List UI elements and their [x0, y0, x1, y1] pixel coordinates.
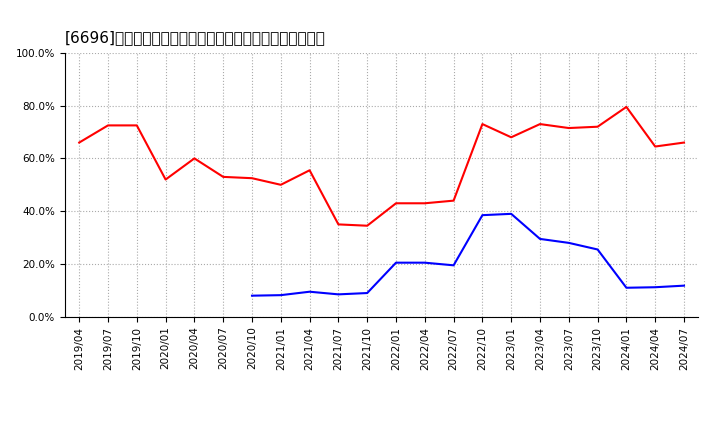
現顔金 [334, 222, 343, 227]
現顔金 [392, 201, 400, 206]
現顔金 [248, 176, 256, 181]
有利子負債 [622, 285, 631, 290]
有利子負債 [420, 260, 429, 265]
現顔金 [536, 121, 544, 127]
有利子負債 [478, 213, 487, 218]
有利子負債 [363, 290, 372, 296]
有利子負債 [536, 236, 544, 242]
有利子負債 [564, 240, 573, 246]
現顔金 [564, 125, 573, 131]
有利子負債 [305, 289, 314, 294]
Text: [6696]　現顔金、有利子負債の総資産に対する比率の推移: [6696] 現顔金、有利子負債の総資産に対する比率の推移 [65, 29, 325, 45]
現顔金 [363, 223, 372, 228]
現顔金 [478, 121, 487, 127]
現顔金 [276, 182, 285, 187]
現顔金 [622, 104, 631, 110]
Line: 有利子負債: 有利子負債 [252, 214, 684, 296]
有利子負債 [334, 292, 343, 297]
有利子負債 [449, 263, 458, 268]
有利子負債 [276, 293, 285, 298]
有利子負債 [593, 247, 602, 252]
現顔金 [680, 140, 688, 145]
現顔金 [104, 123, 112, 128]
現顔金 [449, 198, 458, 203]
現顔金 [161, 177, 170, 182]
有利子負債 [248, 293, 256, 298]
現顔金 [219, 174, 228, 180]
有利子負債 [507, 211, 516, 216]
現顔金 [305, 168, 314, 173]
現顔金 [75, 140, 84, 145]
現顔金 [651, 144, 660, 149]
有利子負債 [392, 260, 400, 265]
現顔金 [132, 123, 141, 128]
現顔金 [420, 201, 429, 206]
現顔金 [593, 124, 602, 129]
現顔金 [190, 156, 199, 161]
有利子負債 [651, 285, 660, 290]
Line: 現顔金: 現顔金 [79, 107, 684, 226]
現顔金 [507, 135, 516, 140]
有利子負債 [680, 283, 688, 288]
